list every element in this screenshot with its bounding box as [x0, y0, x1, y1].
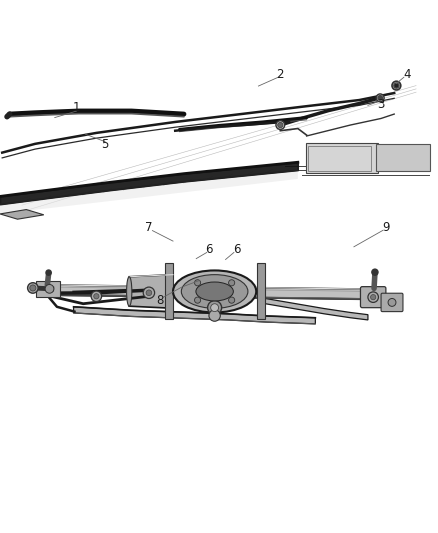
Polygon shape [36, 281, 60, 297]
FancyBboxPatch shape [376, 144, 430, 171]
Polygon shape [0, 209, 44, 219]
Text: 1: 1 [73, 101, 81, 115]
Text: 9: 9 [382, 221, 390, 233]
Ellipse shape [196, 282, 233, 301]
Polygon shape [44, 285, 381, 300]
Circle shape [45, 285, 54, 293]
Ellipse shape [127, 277, 132, 306]
Text: 4: 4 [403, 68, 411, 81]
Circle shape [378, 96, 382, 100]
Ellipse shape [181, 274, 248, 308]
Circle shape [371, 295, 376, 300]
Text: 6: 6 [205, 244, 213, 256]
Circle shape [392, 81, 401, 90]
Polygon shape [0, 162, 298, 214]
Circle shape [229, 280, 235, 286]
Circle shape [394, 83, 399, 88]
Circle shape [372, 269, 378, 275]
Circle shape [388, 298, 396, 306]
Text: 2: 2 [276, 68, 284, 81]
FancyBboxPatch shape [165, 263, 173, 319]
Circle shape [30, 285, 36, 291]
Circle shape [395, 84, 398, 87]
Text: 8: 8 [156, 294, 163, 307]
Text: 5: 5 [102, 138, 109, 151]
Circle shape [209, 310, 220, 321]
Text: 7: 7 [145, 221, 153, 235]
Circle shape [211, 304, 219, 312]
Circle shape [376, 94, 384, 102]
Circle shape [368, 292, 378, 302]
Polygon shape [74, 307, 315, 324]
Circle shape [194, 280, 201, 286]
Circle shape [276, 120, 285, 130]
Text: 6: 6 [233, 244, 240, 256]
Circle shape [143, 287, 155, 298]
Circle shape [94, 294, 99, 299]
FancyBboxPatch shape [257, 263, 265, 319]
Text: 3: 3 [378, 98, 385, 111]
Circle shape [194, 297, 201, 303]
FancyBboxPatch shape [306, 142, 378, 173]
Circle shape [208, 301, 222, 314]
Circle shape [229, 297, 235, 303]
Polygon shape [129, 274, 173, 308]
Circle shape [28, 282, 38, 293]
Circle shape [91, 291, 102, 302]
Circle shape [146, 290, 152, 296]
Polygon shape [263, 298, 368, 320]
FancyBboxPatch shape [360, 287, 386, 308]
Circle shape [278, 123, 283, 128]
Circle shape [46, 270, 51, 275]
Ellipse shape [173, 270, 256, 312]
FancyBboxPatch shape [381, 293, 403, 312]
